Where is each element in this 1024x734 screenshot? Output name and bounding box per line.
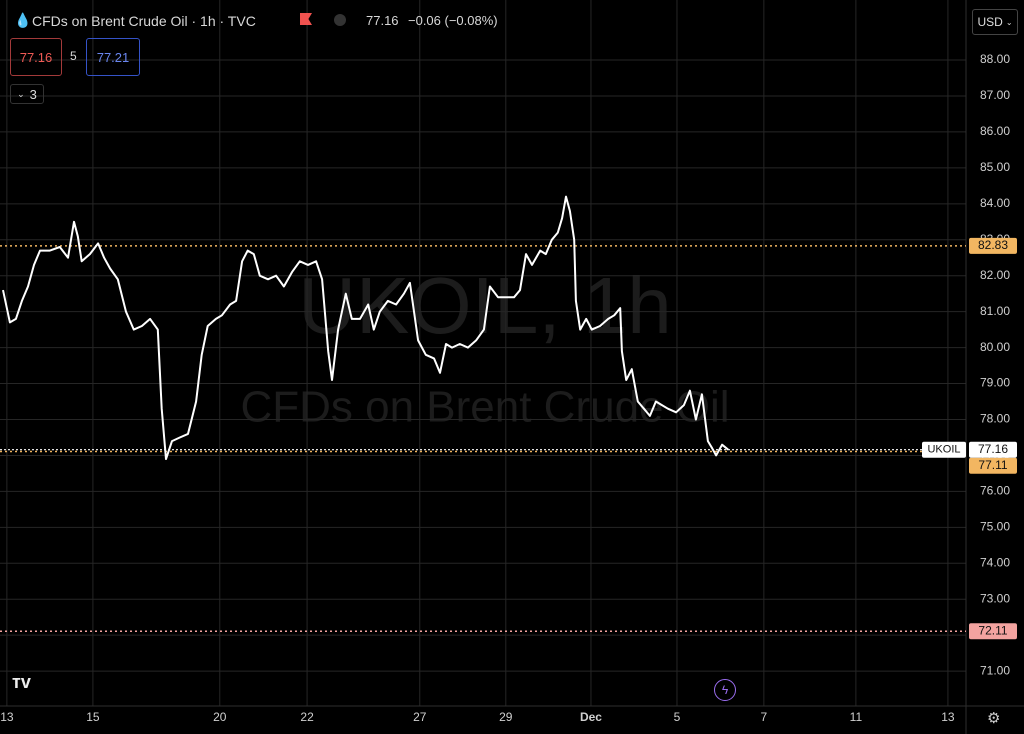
spread: 5 <box>70 49 77 63</box>
y-tick-label: 82.00 <box>980 268 1010 282</box>
y-tick-label: 74.00 <box>980 555 1010 569</box>
price-change: −0.06 (−0.08%) <box>408 13 498 28</box>
watermark-sub: CFDs on Brent Crude Oil <box>240 383 729 432</box>
x-tick-label: 29 <box>499 710 513 724</box>
y-tick-label: 71.00 <box>980 663 1010 677</box>
y-tick-label: 86.00 <box>980 124 1010 138</box>
y-tick-label: 79.00 <box>980 376 1010 390</box>
settings-button[interactable]: ⚙ <box>987 710 1001 727</box>
x-tick-label: 27 <box>413 710 427 724</box>
x-tick-label: 13 <box>941 710 955 724</box>
y-tick-label: 73.00 <box>980 591 1010 605</box>
x-tick-label: 5 <box>674 710 681 724</box>
x-tick-label: 7 <box>761 710 768 724</box>
y-tick-label: 84.00 <box>980 196 1010 210</box>
y-tick-label: 75.00 <box>980 520 1010 534</box>
y-tick-label: 80.00 <box>980 340 1010 354</box>
status-dot <box>334 14 346 26</box>
level-label-bg <box>969 457 1017 474</box>
y-tick-label: 88.00 <box>980 52 1010 66</box>
logo: ᴛᴠ <box>12 672 31 692</box>
level-label-bg <box>969 237 1017 254</box>
price-line <box>2 195 729 460</box>
symbol-label-bg <box>922 441 966 458</box>
x-tick-label: Dec <box>580 710 602 724</box>
chevron: ⌄ <box>17 88 25 99</box>
x-tick-label: 11 <box>850 710 863 724</box>
symbol-icon: 💧 <box>14 12 32 28</box>
y-tick-label: 85.00 <box>980 160 1010 174</box>
symbol-label: UKOIL <box>927 444 960 456</box>
chevron: ⌄ <box>1005 17 1013 27</box>
currency-button[interactable]: USD ⌄ <box>972 9 1018 35</box>
level-label: 82.83 <box>978 238 1008 252</box>
watermark: UKOIL, 1h <box>298 261 672 350</box>
buy-button[interactable]: 77.21 <box>86 38 140 76</box>
flag[interactable] <box>300 13 312 25</box>
y-tick-label: 78.00 <box>980 412 1010 426</box>
indicators-toggle[interactable]: ⌄ 3 <box>10 84 44 104</box>
current-label-bg <box>969 441 1017 458</box>
x-tick-label: 20 <box>213 710 227 724</box>
level-label-bg <box>969 623 1017 640</box>
y-tick-label: 81.00 <box>980 304 1010 318</box>
symbol-title[interactable]: CFDs on Brent Crude Oil · 1h · TVC <box>32 13 256 29</box>
y-tick-label: 87.00 <box>980 88 1010 102</box>
level-label: 77.11 <box>978 458 1007 472</box>
currency: USD <box>977 15 1003 29</box>
sell-button[interactable]: 77.16 <box>10 38 62 76</box>
x-tick-label: 13 <box>0 710 14 724</box>
level-label: 72.11 <box>978 623 1007 637</box>
y-tick-label: 76.00 <box>980 484 1010 498</box>
indicator-count: 3 <box>29 86 37 102</box>
current-label: 77.16 <box>978 442 1008 456</box>
flash-button[interactable]: ϟ <box>714 679 736 701</box>
x-tick-label: 15 <box>86 710 100 724</box>
last-price: 77.16 <box>366 13 399 28</box>
x-tick-label: 22 <box>300 710 314 724</box>
